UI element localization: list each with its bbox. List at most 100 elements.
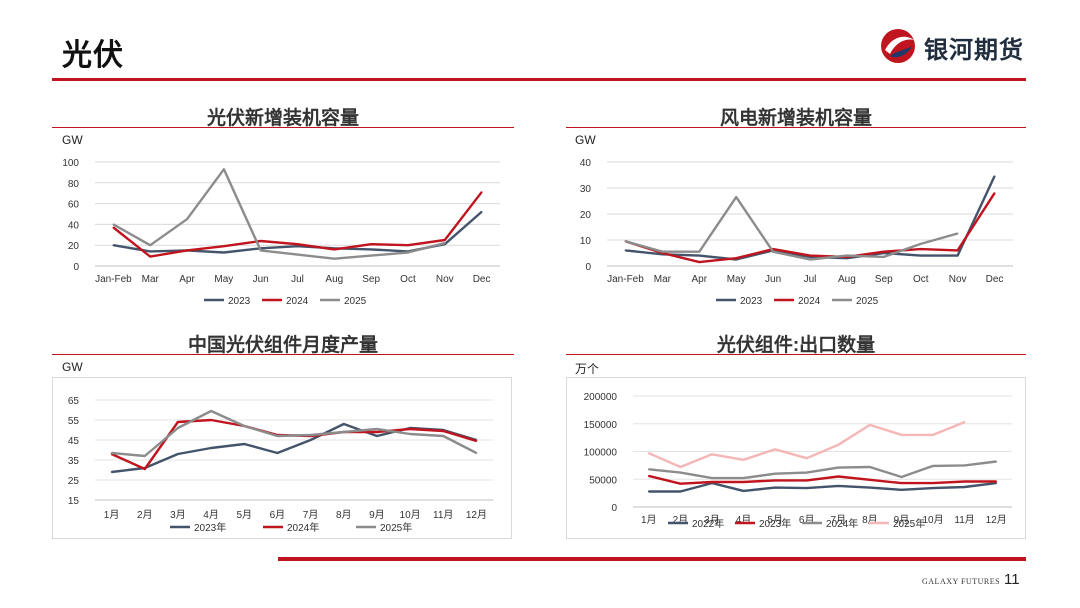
legend-label: 2025: [344, 296, 367, 307]
data-point: [376, 435, 378, 437]
x-tick-label: Jan-Feb: [607, 274, 644, 285]
footer-brand: GALAXY FUTURES: [922, 577, 1001, 586]
data-point: [624, 240, 627, 243]
data-point: [409, 428, 411, 430]
data-point: [149, 244, 152, 247]
data-point: [149, 255, 152, 258]
x-tick-label: Oct: [913, 274, 929, 285]
y-tick-label: 0: [585, 262, 591, 273]
data-point: [698, 250, 701, 253]
data-point: [809, 258, 811, 261]
data-point: [963, 480, 966, 483]
data-point: [276, 435, 279, 437]
data-point: [370, 243, 373, 246]
x-tick-label: 12月: [986, 514, 1007, 526]
data-point: [742, 477, 745, 480]
data-point: [210, 447, 212, 449]
data-point: [222, 168, 225, 171]
x-tick-label: 2月: [137, 509, 153, 521]
data-point: [243, 425, 246, 427]
data-point: [624, 249, 627, 252]
x-tick-label: 10月: [400, 509, 421, 521]
x-tick-label: 11月: [954, 514, 974, 526]
data-point: [900, 476, 903, 478]
data-point: [993, 192, 996, 195]
data-point: [698, 254, 701, 257]
data-point: [342, 431, 345, 433]
data-point: [480, 191, 483, 194]
data-point: [647, 490, 650, 493]
data-point: [186, 249, 188, 252]
data-point: [735, 257, 738, 260]
data-point: [143, 468, 146, 470]
data-point: [711, 477, 713, 480]
data-point: [774, 448, 777, 451]
x-tick-label: Mar: [654, 274, 672, 285]
chart-frame-module-output: [52, 377, 512, 539]
y-tick-label: 100000: [584, 448, 618, 459]
y-tick-label: 150000: [584, 420, 618, 431]
data-point: [679, 471, 682, 474]
x-tick-label: May: [727, 274, 746, 285]
data-point: [222, 245, 225, 248]
data-point: [995, 480, 998, 483]
data-point: [296, 253, 299, 256]
legend-label: 2025: [856, 296, 879, 307]
legend-label: 2023: [228, 296, 251, 307]
x-tick-label: 7月: [303, 509, 319, 521]
legend-label: 2024: [286, 296, 309, 307]
x-tick-label: Jul: [804, 274, 817, 285]
data-point: [647, 475, 650, 477]
data-point: [956, 249, 959, 252]
legend-label: 2023年: [759, 517, 791, 530]
data-point: [735, 196, 738, 199]
data-point: [805, 487, 808, 490]
y-tick-label: 55: [68, 416, 80, 427]
data-point: [882, 250, 885, 253]
data-point: [409, 433, 411, 435]
data-point: [711, 453, 713, 456]
data-point: [661, 250, 664, 253]
legend-label: 2024年: [826, 517, 858, 530]
x-tick-label: Dec: [986, 274, 1004, 285]
data-point: [210, 410, 212, 412]
data-point: [647, 452, 650, 455]
data-point: [772, 250, 774, 253]
data-point: [679, 466, 682, 468]
data-point: [837, 485, 840, 487]
data-point: [143, 455, 146, 457]
data-point: [805, 479, 808, 482]
series-line-2025: [112, 168, 446, 260]
y-tick-label: 45: [68, 436, 80, 447]
data-point: [480, 211, 483, 213]
data-point: [186, 218, 188, 221]
data-point: [296, 245, 299, 248]
data-point: [376, 431, 378, 433]
data-point: [110, 452, 113, 454]
x-tick-label: Aug: [325, 274, 343, 285]
x-tick-label: 7月: [831, 514, 847, 526]
logo-text: 银河期货: [924, 37, 1024, 64]
unit-label-module-export: 万个: [575, 362, 600, 376]
data-point: [932, 482, 934, 485]
data-point: [882, 256, 885, 258]
x-tick-label: Jun: [253, 274, 269, 285]
data-point: [932, 433, 934, 436]
x-tick-label: Apr: [179, 274, 195, 285]
data-point: [805, 471, 808, 474]
data-point: [177, 421, 179, 423]
y-tick-label: 35: [68, 456, 80, 467]
x-tick-label: Jun: [765, 274, 781, 285]
x-tick-label: May: [214, 274, 233, 285]
data-point: [112, 223, 115, 226]
data-point: [837, 466, 840, 469]
x-tick-label: Mar: [142, 274, 160, 285]
x-tick-label: Dec: [473, 274, 491, 285]
data-point: [110, 471, 113, 473]
data-point: [805, 457, 808, 460]
legend-label: 2025年: [380, 521, 412, 534]
x-tick-label: 8月: [336, 509, 352, 521]
y-tick-label: 20: [68, 241, 80, 252]
